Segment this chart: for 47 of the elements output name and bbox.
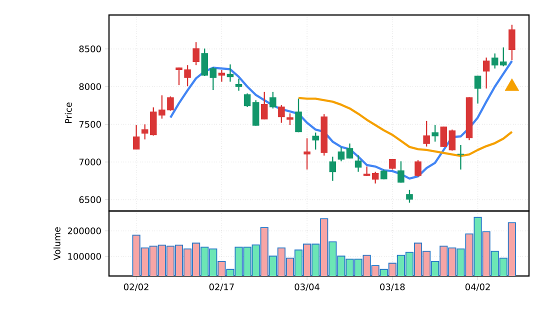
candlestick [354, 154, 362, 172]
candlestick [380, 168, 388, 180]
y-tick-label: 8500 [79, 46, 101, 52]
y-axis-title: Volume [53, 227, 60, 260]
candlestick [304, 138, 310, 170]
candlestick [363, 166, 370, 177]
x-tick-label: 02/02 [124, 284, 148, 292]
candlestick [218, 69, 226, 82]
candlestick [252, 100, 260, 126]
candlestick [338, 146, 345, 162]
candlestick [389, 158, 396, 170]
candlestick [448, 128, 456, 152]
candlestick [235, 78, 242, 92]
candlestick [474, 75, 482, 104]
candlestick [329, 156, 336, 182]
x-tick-label: 04/02 [465, 284, 490, 292]
candlestick [270, 91, 276, 110]
candlestick [346, 142, 354, 160]
candlestick [457, 144, 464, 170]
x-tick-label: 03/18 [380, 284, 405, 292]
y-tick-label: 200000 [68, 227, 101, 234]
candlestick [295, 98, 302, 133]
candlestick [278, 104, 285, 124]
candlestick [260, 91, 268, 120]
candlestick [482, 56, 490, 90]
candlestick [508, 24, 516, 61]
y-tick-label: 7000 [79, 158, 101, 166]
candlestick [414, 160, 422, 178]
candlestick [286, 112, 294, 126]
x-tick-label: 03/04 [294, 284, 320, 292]
candlestick [372, 171, 379, 184]
candlestick [312, 132, 319, 150]
y-tick-label: 6500 [79, 196, 101, 204]
candlestick [398, 160, 404, 184]
y-axis-title: Price [64, 102, 72, 124]
candlestick [192, 42, 200, 66]
candlestick [440, 126, 448, 148]
y-tick-label: 8000 [79, 83, 101, 90]
candlestick [432, 124, 438, 142]
candlestick [244, 92, 251, 108]
candlestick [226, 64, 234, 82]
candlestick [423, 120, 430, 148]
y-tick-label: 100000 [68, 252, 101, 260]
x-tick-label: 02/17 [209, 284, 234, 292]
candlestick [406, 189, 413, 204]
candlestick [132, 124, 140, 150]
y-tick-label: 7500 [79, 120, 101, 128]
